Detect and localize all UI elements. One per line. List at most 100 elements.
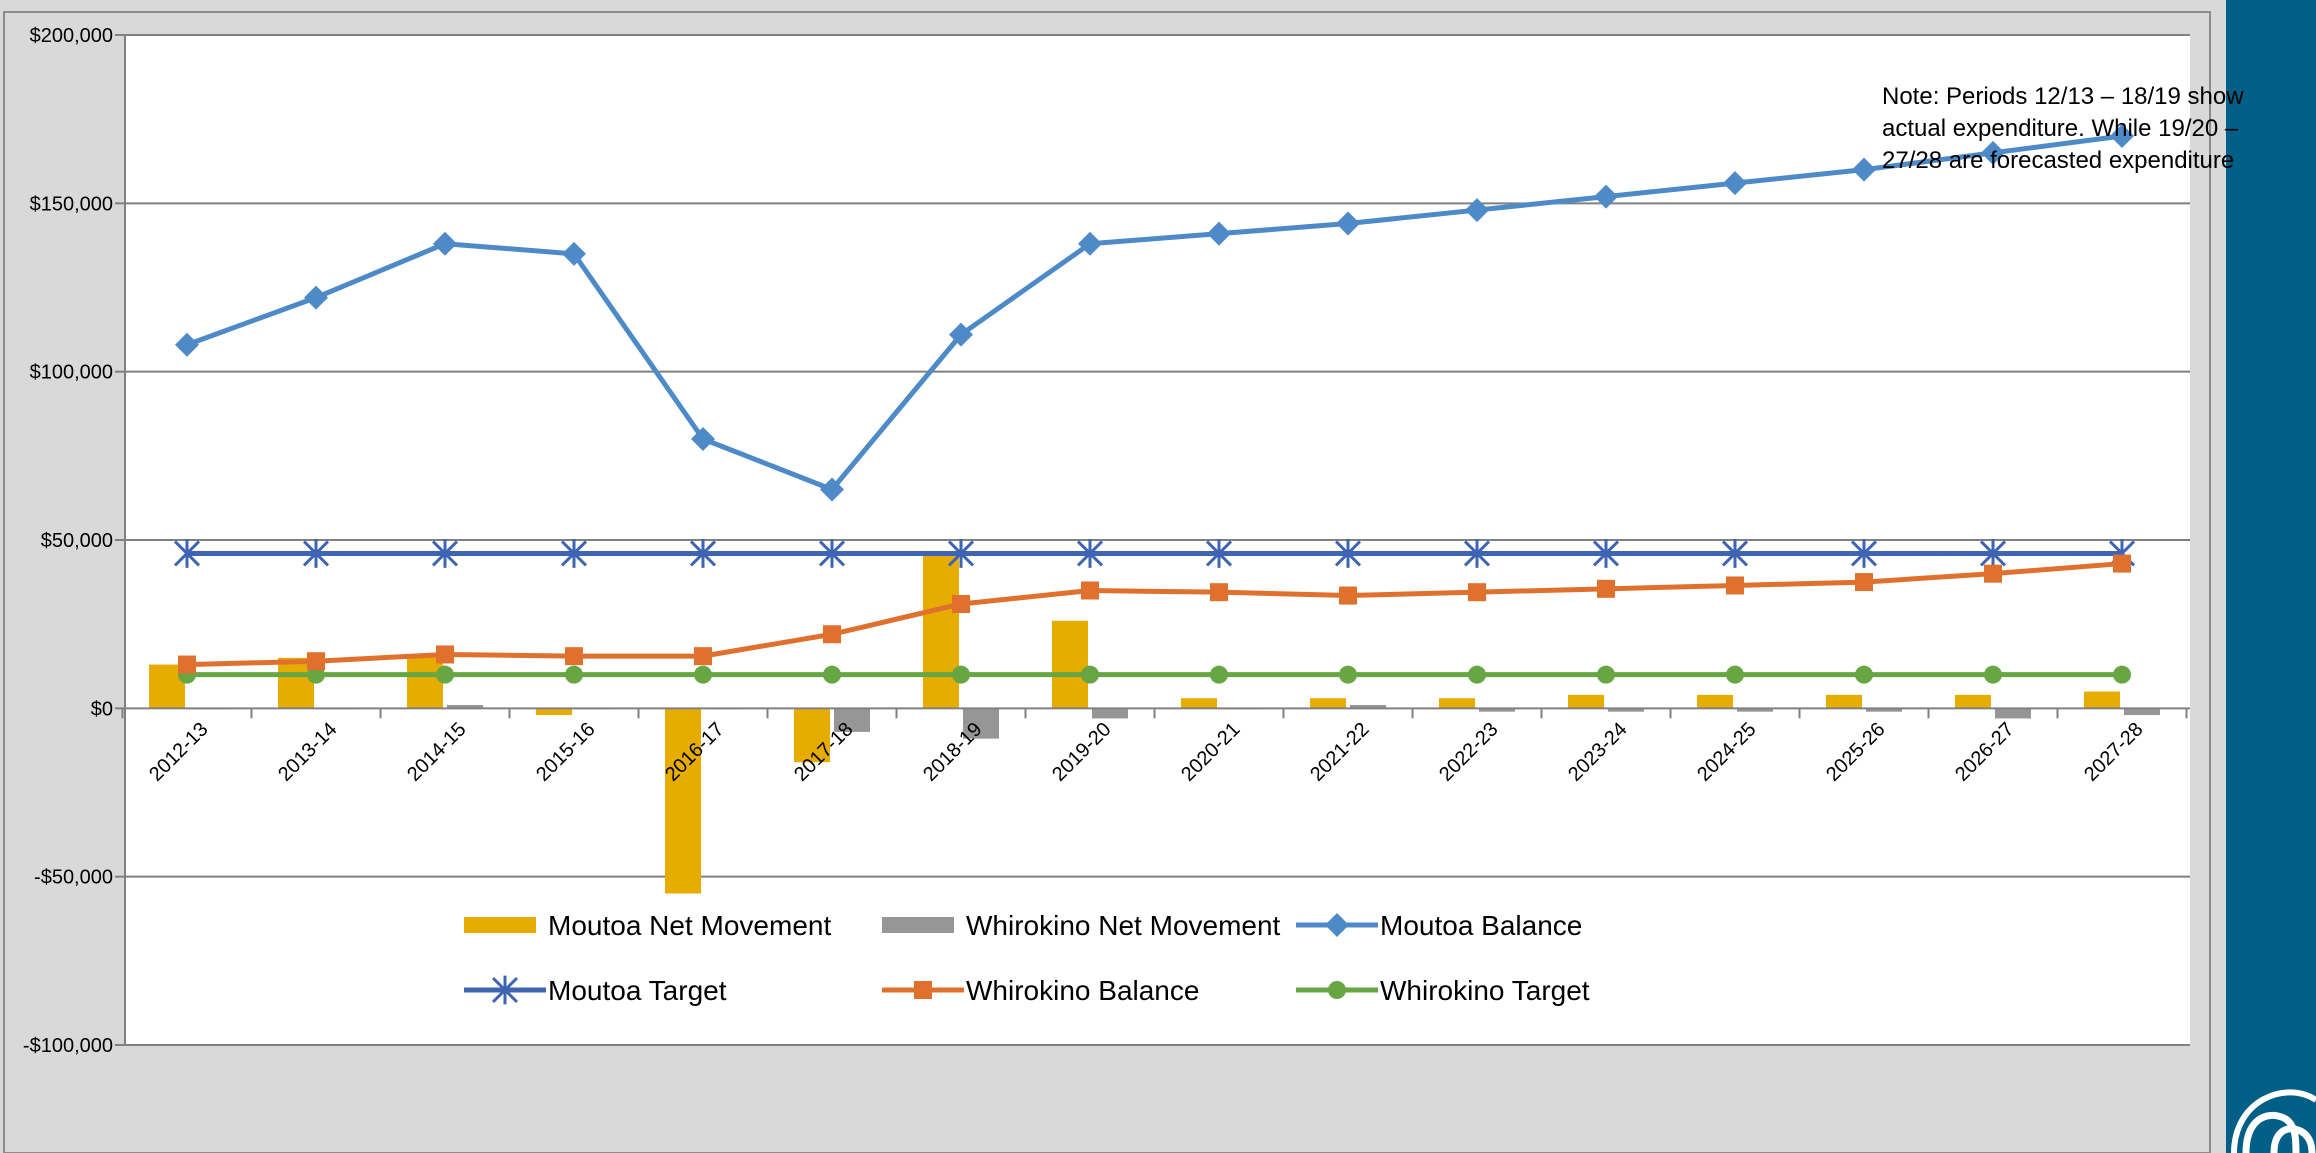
data-point: [1981, 140, 2005, 165]
data-point: [1721, 539, 1749, 568]
data-point: [1210, 665, 1228, 684]
data-point: [1205, 539, 1233, 568]
series-moutoa-balance: [175, 124, 2134, 502]
bar-2021-22: [1310, 698, 1346, 709]
gridlines: [115, 34, 2190, 1046]
data-point: [1465, 198, 1489, 223]
legend-label: Whirokino Balance: [966, 975, 1199, 1006]
data-point: [1081, 665, 1099, 684]
y-tick-label: -$100,000: [23, 1035, 113, 1057]
y-axis-ticks: $200,000 $150,000 $100,000 $50,000 $0 -$50,00…: [23, 25, 113, 1057]
y-tick-label: -$50,000: [34, 867, 113, 889]
data-point: [1463, 539, 1491, 568]
data-point: [1850, 539, 1878, 568]
data-point: [1468, 665, 1486, 684]
legend-item: Whirokino Target: [1296, 975, 1590, 1006]
data-point: [1339, 586, 1357, 605]
data-point: [1726, 576, 1744, 595]
data-point: [947, 539, 975, 568]
data-point: [2113, 665, 2131, 684]
legend: Moutoa Net Movement Whirokino Net Movemen…: [464, 910, 1590, 1006]
bar-2025-26: [1866, 708, 1902, 712]
data-point: [1979, 539, 2007, 568]
data-point: [565, 647, 583, 666]
data-point: [431, 539, 459, 568]
chart-frame: [3, 11, 2211, 1153]
lines: [173, 124, 2136, 684]
data-point: [178, 655, 196, 674]
bar-2022-23: [1439, 698, 1475, 709]
data-point: [1081, 581, 1099, 600]
series-whirokino-balance: [178, 554, 2131, 674]
data-point: [694, 665, 712, 684]
data-point: [562, 241, 586, 266]
bar-2021-22: [1350, 704, 1386, 709]
data-point: [1325, 913, 1349, 937]
bar-2027-28: [2124, 708, 2160, 716]
note-line: Note: Periods 12/13 – 18/19 show: [1882, 83, 2244, 110]
data-point: [1597, 665, 1615, 684]
data-point: [1723, 171, 1747, 196]
data-point: [1726, 665, 1744, 684]
legend-item: Whirokino Balance: [882, 975, 1199, 1006]
bar-2017-18: [834, 708, 870, 732]
bar-2023-24: [1608, 708, 1644, 712]
legend-label: Whirokino Target: [1380, 975, 1590, 1006]
legend-swatch: [464, 917, 536, 933]
bar-2024-25: [1737, 708, 1773, 712]
brand-logo: [2231, 1089, 2316, 1153]
bar-2024-25: [1697, 694, 1733, 709]
bar-2019-20: [1052, 620, 1088, 709]
bar-2014-15: [447, 704, 483, 709]
data-point: [914, 981, 932, 999]
series-moutoa-target: [173, 539, 2136, 568]
legend-label: Moutoa Target: [548, 975, 727, 1006]
data-point: [304, 285, 328, 310]
data-point: [1592, 539, 1620, 568]
data-point: [1210, 583, 1228, 602]
data-point: [560, 539, 588, 568]
data-point: [175, 332, 199, 357]
series-line: [186, 561, 2123, 668]
bar-2018-19: [923, 553, 959, 709]
data-point: [1852, 157, 1876, 182]
x-axis: [121, 707, 2190, 719]
legend-item: Moutoa Net Movement: [464, 910, 831, 941]
data-point: [307, 652, 325, 671]
data-point: [1984, 564, 2002, 583]
y-tick-label: $150,000: [30, 193, 113, 215]
bar-2015-16: [536, 708, 572, 716]
bar-2027-28: [2084, 691, 2120, 709]
data-point: [2110, 124, 2134, 148]
data-point: [1339, 665, 1357, 684]
legend-item: Moutoa Target: [464, 975, 727, 1006]
data-point: [491, 975, 519, 1005]
data-point: [1078, 231, 1102, 256]
legend-swatch: [882, 917, 954, 933]
data-point: [1076, 539, 1104, 568]
data-point: [1328, 981, 1346, 999]
data-point: [823, 625, 841, 644]
bar-2019-20: [1092, 708, 1128, 719]
data-point: [1336, 211, 1360, 236]
data-point: [1597, 579, 1615, 598]
note-line: 27/28 are forecasted expenditure: [1882, 147, 2234, 174]
legend-item: Whirokino Net Movement: [882, 910, 1281, 941]
data-point: [820, 477, 844, 502]
data-point: [302, 539, 330, 568]
data-point: [565, 665, 583, 684]
series-line: [186, 133, 2123, 492]
side-brand-bar: [2226, 0, 2316, 1153]
legend-label: Whirokino Net Movement: [966, 910, 1281, 941]
data-point: [689, 539, 717, 568]
data-point: [1207, 221, 1231, 246]
legend-label: Moutoa Balance: [1380, 910, 1582, 941]
data-point: [1594, 184, 1618, 209]
data-point: [433, 231, 457, 256]
data-point: [952, 665, 970, 684]
bar-2016-17: [665, 708, 701, 894]
data-point: [173, 539, 201, 568]
bar-2025-26: [1826, 694, 1862, 709]
bar-2018-19: [963, 708, 999, 739]
